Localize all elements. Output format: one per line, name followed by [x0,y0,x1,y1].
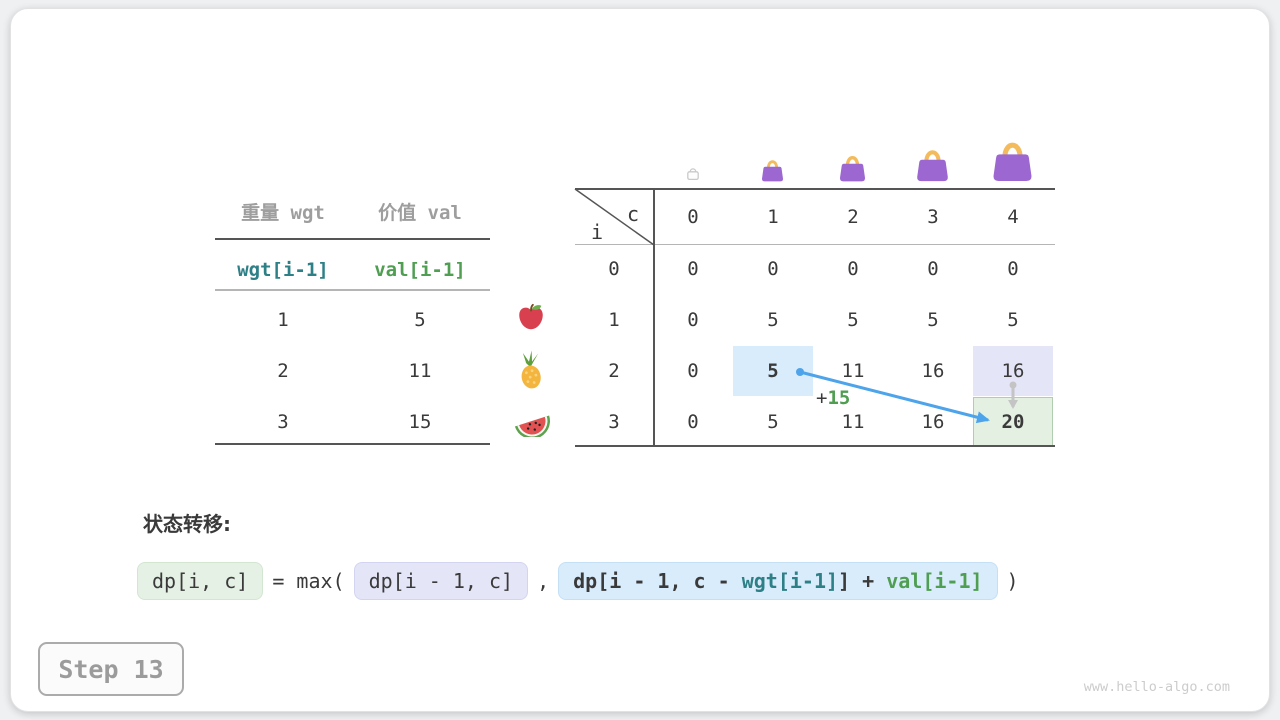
item-subheader-val: val[i-1] [374,259,466,281]
item-row-1-wgt: 2 [277,360,289,382]
dp-cell-2-0: 0 [687,360,699,382]
apple-icon [516,302,546,336]
item-table-bottom-rule [215,443,490,445]
state-transition-formula: dp[i, c] = max( dp[i - 1, c] , dp[i - 1,… [137,559,1019,603]
item-row-0-val: 5 [414,309,426,331]
dp-corner-diagonal [574,188,655,246]
arg2-part-dp: dp[i - 1, c - [573,569,742,593]
dp-cell-2-3: 16 [921,360,945,382]
item-table-mid-rule [215,289,490,291]
empty-bag-icon [685,165,701,185]
dp-cell-2-1: 5 [767,360,779,382]
arg2-part-val: val[i-1] [886,569,983,593]
dp-cell-0-1: 0 [767,258,779,280]
dp-row-header-2: 2 [608,360,620,382]
item-table-top-rule [215,238,490,240]
handbag-icon-capacity-1 [761,156,784,186]
dp-col-header-1: 1 [767,206,779,228]
dp-cell-1-2: 5 [847,309,859,331]
dp-col-header-0: 0 [687,206,699,228]
item-row-2-wgt: 3 [277,411,289,433]
formula-equals-max: = max( [272,569,345,593]
step-badge: Step 13 [38,642,184,696]
dp-cell-0-0: 0 [687,258,699,280]
dp-cell-3-1: 5 [767,411,779,433]
dp-row-header-3: 3 [608,411,620,433]
state-transition-heading: 状态转移: [143,512,231,536]
dp-cell-0-3: 0 [927,258,939,280]
watermark-url: www.hello-algo.com [1083,679,1230,695]
dp-col-header-3: 3 [927,206,939,228]
dp-table-bottom-rule [575,445,1055,447]
dp-cell-3-3: 16 [921,411,945,433]
dp-cell-0-4: 0 [1007,258,1019,280]
dp-cell-2-4: 16 [1001,360,1025,382]
dp-cell-1-1: 5 [767,309,779,331]
item-col-header-weight: 重量 wgt [241,201,325,224]
dp-cell-0-2: 0 [847,258,859,280]
item-col-header-value: 价值 val [378,201,462,224]
dp-table-header-rule [575,244,1055,245]
handbag-icon-capacity-4 [992,135,1033,186]
dp-cell-1-0: 0 [687,309,699,331]
formula-comma: , [537,569,550,593]
transition-add-label: +15 [816,387,850,409]
formula-arg1-box: dp[i - 1, c] [353,562,529,600]
dp-row-header-1: 1 [608,309,620,331]
dp-col-header-4: 4 [1007,206,1019,228]
dp-cell-1-3: 5 [927,309,939,331]
dp-corner-col-var: c [626,202,640,226]
dp-table-top-rule [575,188,1055,190]
arg2-part-wgt: wgt[i-1] [741,569,839,593]
item-subheader-wgt: wgt[i-1] [237,259,329,281]
formula-lhs-box: dp[i, c] [137,562,264,600]
item-row-2-val: 15 [408,411,432,433]
dp-table-vertical-rule [653,188,655,447]
pineapple-icon [515,350,547,394]
item-row-1-val: 11 [408,360,432,382]
dp-row-header-0: 0 [608,258,620,280]
formula-arg2-box: dp[i - 1, c - wgt[i-1]] + val[i-1] [558,562,998,600]
added-value: 15 [827,387,851,409]
item-row-0-wgt: 1 [277,309,289,331]
plus-sign: + [816,387,828,409]
dp-corner-row-var: i [590,220,604,244]
arg2-part-bracket: ] + [838,569,887,593]
dp-col-header-2: 2 [847,206,859,228]
dp-cell-1-4: 5 [1007,309,1019,331]
handbag-icon-capacity-3 [916,144,949,186]
handbag-icon-capacity-2 [839,151,866,186]
dp-cell-3-4: 20 [1001,411,1025,433]
dp-cell-3-0: 0 [687,411,699,433]
watermelon-icon [512,407,552,441]
formula-close-paren: ) [1006,569,1019,593]
